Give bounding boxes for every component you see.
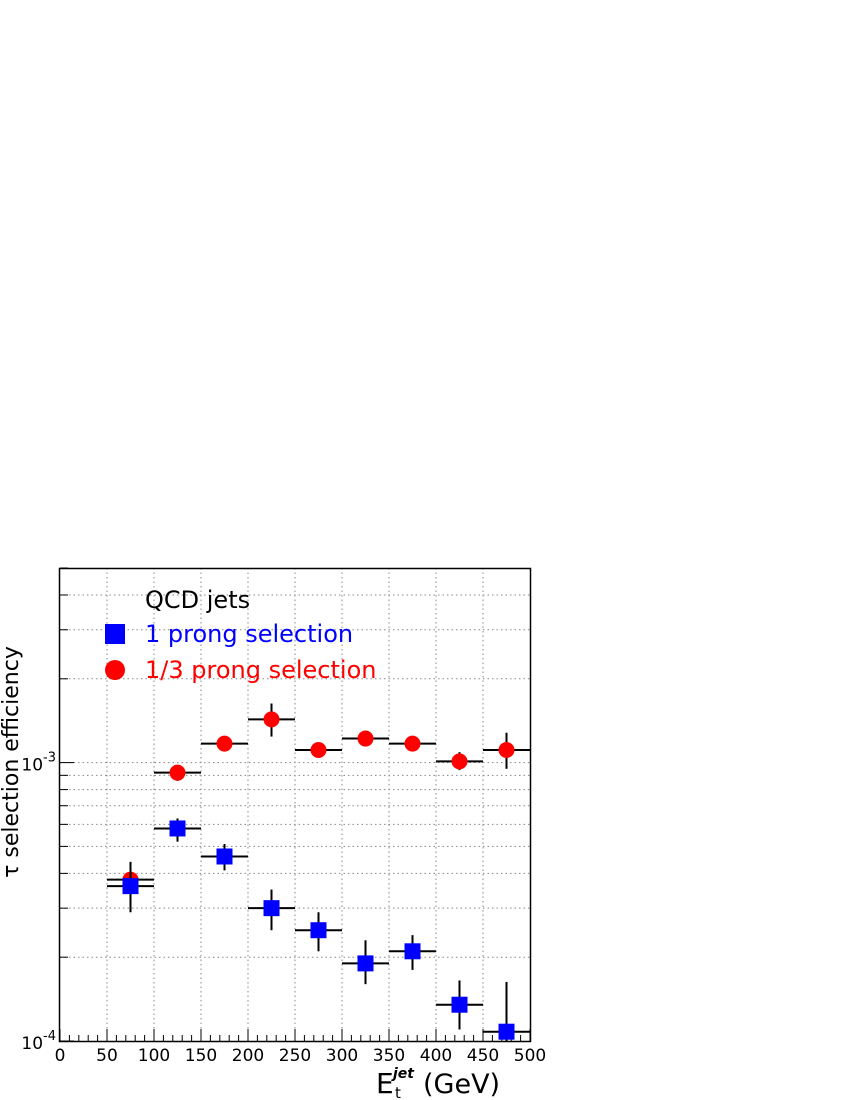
x-tick-label: 0 xyxy=(55,1046,66,1066)
legend: QCD jets 1 prong selection 1/3 prong sel… xyxy=(105,586,376,684)
x-tick-label: 500 xyxy=(514,1046,546,1066)
axis-ticks xyxy=(59,567,531,1042)
data-point-circle xyxy=(310,741,327,758)
legend-marker-circle xyxy=(105,660,125,680)
x-tick-label: 100 xyxy=(138,1046,170,1066)
data-point-square xyxy=(357,955,374,972)
x-tick-label: 400 xyxy=(420,1046,452,1066)
plot-frame xyxy=(58,567,532,1043)
legend-marker-square xyxy=(105,624,125,644)
y-tick-label-exponent: -4 xyxy=(43,1029,56,1044)
series-13prong xyxy=(107,703,530,890)
data-points xyxy=(107,703,530,1041)
data-point-square xyxy=(498,1023,515,1040)
data-point-square xyxy=(122,878,139,895)
x-axis-title-sup: jet xyxy=(391,1066,415,1082)
data-point-square xyxy=(404,943,421,960)
x-tick-label: 250 xyxy=(279,1046,311,1066)
legend-label-1prong: 1 prong selection xyxy=(145,620,353,648)
x-axis-title-main: E xyxy=(376,1067,394,1100)
series-1prong xyxy=(107,818,530,1041)
data-point-circle xyxy=(498,741,515,758)
x-tick-label: 300 xyxy=(326,1046,358,1066)
x-tick-label: 50 xyxy=(96,1046,118,1066)
y-tick-label-base: 10 xyxy=(21,756,43,776)
x-tick-label: 150 xyxy=(185,1046,217,1066)
x-tick-label: 350 xyxy=(373,1046,405,1066)
data-point-circle xyxy=(169,764,186,781)
grid xyxy=(60,568,530,1041)
data-point-square xyxy=(451,996,468,1013)
x-tick-label: 200 xyxy=(232,1046,264,1066)
data-point-square xyxy=(169,820,186,837)
y-axis-title: τ selection efficiency xyxy=(0,646,24,878)
legend-label-13prong: 1/3 prong selection xyxy=(145,656,376,684)
y-tick-label-exponent: -3 xyxy=(43,751,56,766)
data-point-circle xyxy=(216,735,233,752)
data-point-circle xyxy=(404,735,421,752)
y-tick-label-base: 10 xyxy=(21,1034,43,1054)
x-tick-label: 450 xyxy=(467,1046,499,1066)
y-tick-label: 10-3 xyxy=(21,751,56,776)
data-point-square xyxy=(310,922,327,939)
data-point-circle xyxy=(263,711,280,728)
y-tick-label: 10-4 xyxy=(21,1029,56,1054)
data-point-square xyxy=(216,848,233,865)
x-axis-title-sub: t xyxy=(395,1084,401,1100)
data-point-circle xyxy=(357,730,374,747)
x-axis-title: E t jet (GeV) xyxy=(376,1066,500,1100)
data-point-square xyxy=(263,900,280,917)
legend-title: QCD jets xyxy=(145,586,250,614)
x-axis-title-unit: (GeV) xyxy=(423,1069,500,1100)
data-point-circle xyxy=(451,753,468,770)
